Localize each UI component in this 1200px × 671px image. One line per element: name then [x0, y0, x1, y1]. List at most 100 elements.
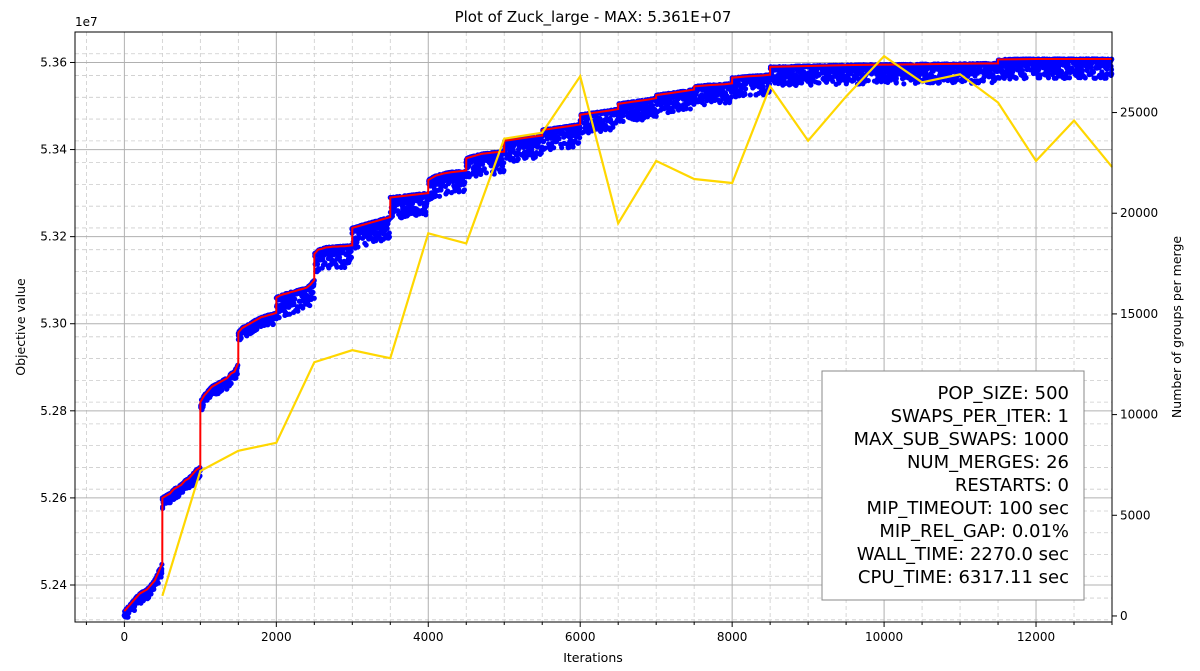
y2-tick-label: 10000 [1120, 408, 1158, 422]
population-point [1103, 75, 1109, 81]
population-point [620, 118, 626, 124]
x-tick-label: 10000 [865, 630, 903, 644]
population-point [742, 91, 748, 97]
merges-line [161, 54, 1113, 597]
x-axis-label: Iterations [563, 650, 623, 665]
population-point [159, 570, 165, 576]
y-tick-label: 5.26 [40, 491, 67, 505]
y-tick-label: 5.24 [40, 578, 67, 592]
population-point [551, 145, 557, 151]
population-point [670, 108, 676, 114]
population-point [456, 187, 462, 193]
population-point [865, 77, 871, 84]
population-point [1069, 67, 1075, 73]
population-point [125, 614, 131, 620]
population-point [747, 92, 753, 98]
legend-line-restarts: RESTARTS: 0 [955, 475, 1069, 496]
y-tick-label: 5.30 [40, 317, 67, 331]
population-point [1084, 68, 1090, 74]
population-point [1045, 75, 1052, 81]
population-point [1013, 75, 1019, 81]
population-point [1082, 75, 1088, 81]
population-point [620, 113, 626, 119]
x-tick-label: 6000 [565, 630, 596, 644]
population-point [462, 179, 468, 185]
population-point [481, 166, 487, 172]
population-point [649, 102, 656, 109]
legend-line-num-merges: NUM_MERGES: 26 [907, 452, 1069, 473]
y2-tick-label: 15000 [1120, 307, 1158, 321]
y2-tick-label: 5000 [1120, 508, 1151, 522]
y2-axis-ticks: 0 5000 10000 15000 20000 25000 [1112, 106, 1158, 623]
legend-line-mip-rel-gap: MIP_REL_GAP: 0.01% [879, 521, 1069, 542]
population-point [148, 591, 154, 597]
population-point [234, 371, 240, 377]
population-point [1023, 75, 1029, 81]
population-point [200, 402, 206, 408]
population-point [483, 170, 489, 176]
population-point [295, 308, 301, 314]
population-point [348, 248, 354, 254]
population-point [342, 264, 348, 271]
population-point [423, 212, 429, 218]
population-point [559, 145, 565, 151]
legend-line-wall-time: WALL_TIME: 2270.0 sec [857, 544, 1069, 565]
population-point [228, 380, 234, 386]
population-point [131, 607, 138, 613]
population-point [701, 102, 707, 108]
population-point [687, 106, 693, 112]
y2-tick-label: 20000 [1120, 206, 1158, 220]
legend-box: POP_SIZE: 500 SWAPS_PER_ITER: 1 MAX_SUB_… [821, 370, 1085, 601]
population-point [254, 326, 260, 333]
population-point [1066, 75, 1073, 81]
y-axis-label: Objective value [13, 278, 28, 376]
population-point [501, 167, 507, 174]
legend-line-max-sub-swaps: MAX_SUB_SWAPS: 1000 [853, 429, 1069, 450]
population-point [348, 254, 354, 260]
population-point [936, 79, 942, 86]
population-point [276, 315, 282, 321]
y-tick-label: 5.28 [40, 404, 67, 418]
population-point [901, 81, 907, 87]
population-point [310, 289, 316, 295]
population-point [415, 207, 421, 213]
population-point [520, 144, 527, 150]
population-point [322, 260, 328, 266]
best-series [123, 57, 1112, 612]
y2-tick-label: 0 [1120, 609, 1128, 623]
population-point [798, 80, 805, 86]
population-point [1108, 67, 1115, 73]
population-point [238, 335, 244, 341]
legend-line-mip-timeout: MIP_TIMEOUT: 100 sec [867, 498, 1069, 519]
y-tick-label: 5.34 [40, 143, 67, 157]
population-point [540, 139, 547, 145]
population-point [683, 106, 689, 112]
population-point [386, 234, 392, 240]
y2-axis-label: Number of groups per merge [1169, 236, 1184, 418]
chart-title: Plot of Zuck_large - MAX: 5.361E+07 [455, 8, 732, 27]
x-axis-ticks: 0 2000 4000 6000 8000 10000 12000 [85, 622, 1113, 644]
population-point [501, 160, 507, 166]
y-offset-text: 1e7 [75, 15, 98, 29]
plot-frame [74, 31, 1113, 623]
population-point [529, 146, 535, 152]
population-point [140, 598, 146, 604]
x-tick-label: 12000 [1017, 630, 1055, 644]
population-point [1079, 67, 1086, 74]
population-point [473, 173, 479, 179]
population-point [292, 296, 298, 302]
population-point [1036, 67, 1042, 73]
legend-line-swaps-per-iter: SWAPS_PER_ITER: 1 [891, 406, 1069, 427]
population-point [466, 163, 472, 169]
population-point [334, 264, 340, 270]
x-tick-label: 4000 [413, 630, 444, 644]
population-point [155, 580, 161, 586]
population-point [363, 242, 369, 248]
legend-line-pop-size: POP_SIZE: 500 [938, 383, 1069, 404]
population-point [597, 116, 603, 122]
best-line [123, 57, 1112, 612]
population-point [355, 244, 361, 250]
population-point [766, 81, 773, 87]
population-point [816, 80, 822, 86]
